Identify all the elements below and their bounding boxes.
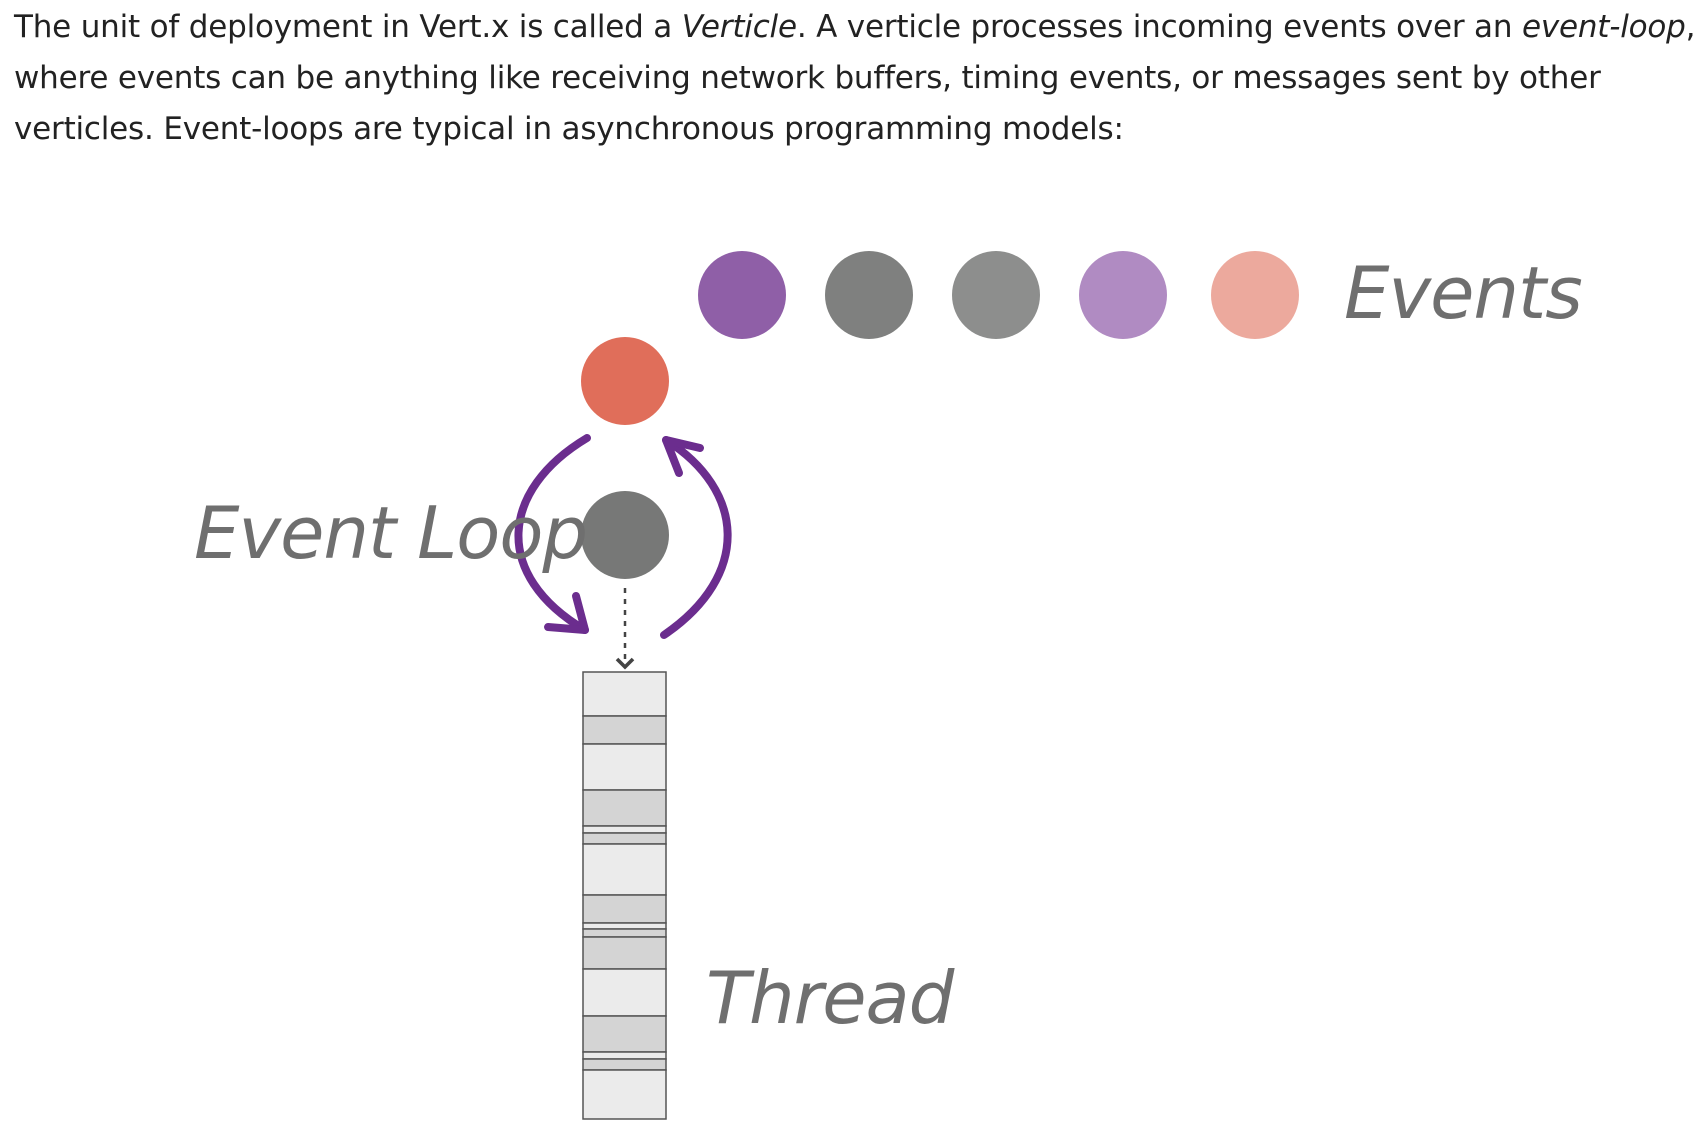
thread-segment	[582, 671, 667, 717]
thread-segment	[582, 789, 667, 827]
verticle-term: Verticle	[681, 9, 797, 45]
thread-segment	[582, 1051, 667, 1060]
event-loop-label: Event Loop	[194, 491, 587, 575]
thread-label: Thread	[706, 956, 956, 1040]
thread-segment	[582, 894, 667, 924]
event-circle	[1079, 251, 1167, 339]
thread-segment	[582, 928, 667, 938]
event-circle	[1211, 251, 1299, 339]
intro-text-3: , where events can be anything like rece…	[14, 9, 1696, 147]
current-event-circle	[581, 337, 669, 425]
events-label: Events	[1344, 251, 1582, 335]
event-loop-term: event-loop	[1521, 9, 1686, 45]
thread-segment	[582, 1058, 667, 1071]
thread-segment	[582, 1015, 667, 1053]
intro-paragraph: The unit of deployment in Vert.x is call…	[14, 2, 1699, 155]
events-queue	[698, 251, 1299, 339]
left-arrowhead	[544, 592, 589, 634]
thread-segment	[582, 825, 667, 834]
intro-text-1: The unit of deployment in Vert.x is call…	[14, 9, 682, 45]
left-loop-arrow	[514, 434, 591, 634]
event-circle	[698, 251, 786, 339]
loop-arrows	[514, 434, 732, 639]
thread-segment	[582, 743, 667, 791]
thread-segment	[582, 843, 667, 896]
thread-segment	[582, 922, 667, 930]
thread-segment	[582, 832, 667, 845]
event-circle	[825, 251, 913, 339]
right-arrowhead	[662, 436, 704, 477]
verticle-circle	[581, 491, 669, 579]
thread-segment	[582, 715, 667, 745]
intro-text-2: . A verticle processes incoming events o…	[796, 9, 1522, 45]
right-loop-arrow	[660, 436, 732, 639]
thread-bar	[582, 671, 667, 1120]
thread-segment	[582, 936, 667, 970]
thread-segment	[582, 1069, 667, 1120]
thread-segment	[582, 968, 667, 1017]
event-circle	[952, 251, 1040, 339]
